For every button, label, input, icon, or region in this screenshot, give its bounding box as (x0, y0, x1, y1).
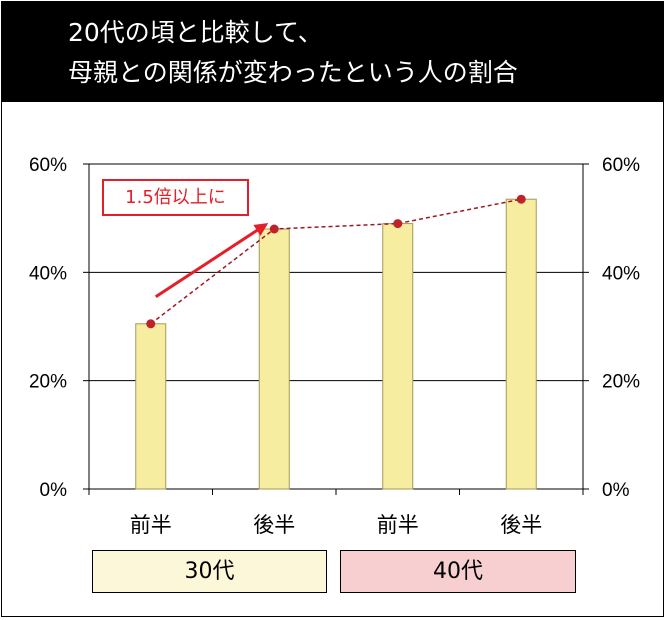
x-category-label: 前半 (377, 513, 419, 537)
y-tick-label-right: 0% (602, 480, 630, 501)
group-label-40s: 40代 (340, 550, 576, 593)
title-bar: 20代の頃と比較して、 母親との関係が変わったという人の割合 (2, 2, 663, 102)
x-category-label: 後半 (253, 513, 295, 537)
x-category-label: 後半 (500, 513, 542, 537)
annotation-callout: 1.5倍以上に (102, 179, 249, 216)
y-tick-label-left: 40% (29, 263, 67, 284)
y-tick-label-left: 20% (29, 372, 67, 393)
trend-marker (393, 219, 403, 229)
growth-arrow-head (253, 223, 269, 236)
chart-title-line-2: 母親との関係が変わったという人の割合 (68, 58, 518, 87)
chart-title-line-1: 20代の頃と比較して、 (68, 18, 323, 47)
y-tick-label-right: 60% (602, 155, 640, 176)
growth-arrow-shaft (154, 228, 259, 299)
bar (382, 223, 414, 490)
x-category-label: 前半 (130, 513, 172, 537)
group-label-30s: 30代 (92, 550, 327, 593)
trend-line (150, 198, 522, 325)
trend-marker (516, 194, 526, 204)
bar (135, 323, 167, 490)
y-tick-label-left: 0% (40, 480, 68, 501)
bar (505, 198, 537, 490)
y-tick-label-right: 40% (602, 263, 640, 284)
y-tick-label-left: 60% (29, 155, 67, 176)
trend-marker (146, 319, 156, 329)
trend-marker (269, 224, 279, 234)
y-tick-label-right: 20% (602, 372, 640, 393)
bar (258, 228, 290, 490)
